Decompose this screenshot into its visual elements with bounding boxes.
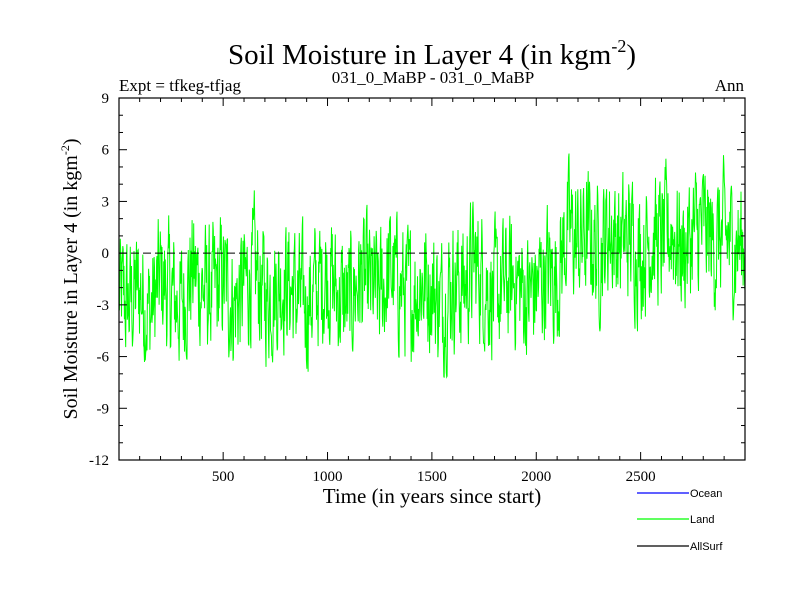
x-tick-label: 500 bbox=[212, 469, 235, 485]
y-axis-label-main: Soil Moisture in Layer 4 (in kgm bbox=[60, 155, 82, 420]
chart-title: Soil Moisture in Layer 4 (in kgm-2) bbox=[228, 36, 636, 71]
y-tick-label: 9 bbox=[102, 91, 110, 107]
y-tick-label: -12 bbox=[89, 453, 109, 469]
y-tick-label: -3 bbox=[97, 298, 110, 314]
x-tick-label: 1500 bbox=[417, 469, 447, 485]
subtitle-season: Ann bbox=[715, 76, 745, 95]
x-tick-label: 1000 bbox=[313, 469, 343, 485]
legend-label-land: Land bbox=[690, 514, 714, 526]
y-axis-label-suffix: ) bbox=[60, 138, 82, 145]
series-line-land bbox=[118, 153, 746, 379]
y-tick-label: -6 bbox=[97, 350, 110, 366]
x-axis-label: Time (in years since start) bbox=[323, 484, 542, 508]
y-axis-label-superscript: -2 bbox=[58, 145, 72, 155]
y-tick-label: 0 bbox=[102, 246, 110, 262]
y-axis-label: Soil Moisture in Layer 4 (in kgm-2) bbox=[58, 138, 82, 419]
legend: Ocean Land AllSurf bbox=[637, 488, 723, 553]
tick-labels: 500 1000 1500 2000 2500 -12 -9 -6 -3 0 3 6 9 bbox=[89, 91, 656, 485]
subtitle-experiment: Expt = tfkeg-tfjag bbox=[119, 76, 241, 95]
chart-title-superscript: -2 bbox=[611, 36, 626, 56]
y-tick-label: -9 bbox=[97, 401, 110, 417]
series-layer bbox=[118, 153, 746, 379]
x-tick-label: 2000 bbox=[521, 469, 551, 485]
chart-title-suffix: ) bbox=[626, 39, 636, 71]
y-tick-label: 3 bbox=[102, 194, 110, 210]
legend-label-ocean: Ocean bbox=[690, 488, 722, 500]
y-tick-label: 6 bbox=[102, 143, 110, 159]
chart-title-main: Soil Moisture in Layer 4 (in kgm bbox=[228, 39, 612, 71]
subtitle-period: 031_0_MaBP - 031_0_MaBP bbox=[332, 68, 534, 87]
legend-label-allsurf: AllSurf bbox=[690, 541, 723, 553]
axes bbox=[118, 97, 746, 461]
x-tick-label: 2500 bbox=[626, 469, 656, 485]
